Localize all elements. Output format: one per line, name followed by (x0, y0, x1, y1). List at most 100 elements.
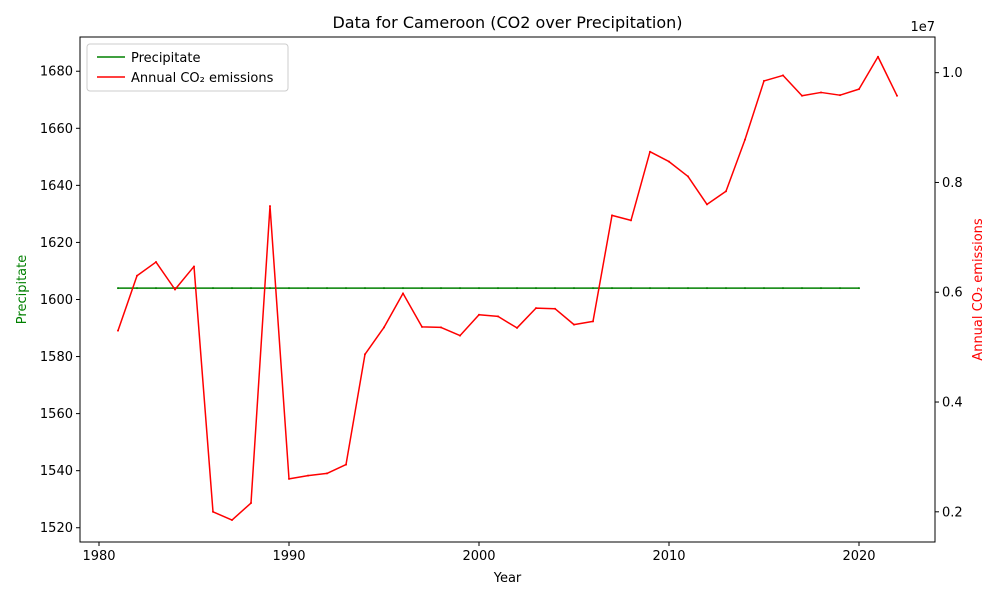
plot-frame (79, 36, 936, 543)
data-point-precipitate (478, 287, 480, 290)
data-point-precipitate (117, 287, 119, 290)
left-tick-label: 1580 (40, 350, 73, 365)
data-point-co2 (288, 477, 290, 480)
data-point-precipitate (801, 287, 803, 290)
data-point-precipitate (497, 287, 499, 290)
data-point-precipitate (649, 287, 651, 290)
data-point-precipitate (573, 287, 575, 290)
data-point-precipitate (459, 287, 461, 290)
data-point-co2 (402, 292, 404, 295)
data-point-co2 (478, 313, 480, 316)
data-point-co2 (649, 150, 651, 153)
left-tick-label: 1640 (40, 179, 73, 194)
data-point-co2 (554, 307, 556, 310)
data-point-co2 (459, 334, 461, 337)
data-point-precipitate (839, 287, 841, 290)
x-axis-title: Year (493, 571, 522, 586)
data-point-precipitate (592, 287, 594, 290)
data-point-precipitate (687, 287, 689, 290)
data-point-co2 (345, 463, 347, 466)
data-point-co2 (269, 205, 271, 208)
chart-title: Data for Cameroon (CO2 over Precipitatio… (332, 13, 682, 32)
data-point-co2 (801, 94, 803, 97)
data-point-precipitate (288, 287, 290, 290)
data-point-co2 (497, 315, 499, 318)
data-point-precipitate (193, 287, 195, 290)
data-point-co2 (231, 519, 233, 522)
data-point-co2 (877, 55, 879, 58)
data-point-precipitate (307, 287, 309, 290)
right-axis-offset-label: 1e7 (910, 20, 935, 35)
data-point-precipitate (155, 287, 157, 290)
data-point-precipitate (725, 287, 727, 290)
x-tick-label: 2000 (462, 549, 495, 564)
data-point-co2 (763, 79, 765, 82)
data-point-co2 (364, 353, 366, 356)
x-tick-label: 2010 (652, 549, 685, 564)
legend-label-co2: Annual CO₂ emissions (131, 71, 274, 86)
left-axis-title: Precipitate (15, 255, 30, 324)
series-layer (117, 55, 898, 522)
data-point-co2 (725, 190, 727, 193)
data-point-co2 (174, 288, 176, 291)
data-point-co2 (630, 219, 632, 222)
legend: Precipitate Annual CO₂ emissions (86, 43, 289, 92)
data-point-precipitate (364, 287, 366, 290)
data-point-precipitate (383, 287, 385, 290)
data-point-co2 (706, 203, 708, 206)
data-point-precipitate (421, 287, 423, 290)
series-line-co2 (117, 56, 898, 521)
x-tick-label: 1980 (82, 549, 115, 564)
data-point-co2 (516, 326, 518, 329)
left-tick-label: 1660 (40, 122, 73, 137)
data-point-co2 (839, 94, 841, 97)
data-point-precipitate (630, 287, 632, 290)
data-point-co2 (896, 94, 898, 97)
data-point-co2 (117, 329, 119, 332)
data-point-co2 (668, 160, 670, 163)
data-point-precipitate (668, 287, 670, 290)
left-tick-label: 1620 (40, 236, 73, 251)
data-point-precipitate (250, 287, 252, 290)
right-axis-ticks: 0.2 0.4 0.6 0.8 1.0 (935, 66, 963, 520)
data-point-co2 (326, 472, 328, 475)
data-point-co2 (136, 274, 138, 277)
data-point-precipitate (706, 287, 708, 290)
left-tick-label: 1520 (40, 521, 73, 536)
data-point-co2 (383, 326, 385, 329)
data-point-co2 (421, 325, 423, 328)
data-point-precipitate (782, 287, 784, 290)
data-point-co2 (858, 88, 860, 91)
data-point-precipitate (136, 287, 138, 290)
data-point-precipitate (231, 287, 233, 290)
left-tick-label: 1680 (40, 65, 73, 80)
data-point-co2 (611, 214, 613, 217)
data-point-precipitate (212, 287, 214, 290)
data-point-co2 (193, 265, 195, 268)
data-point-precipitate (611, 287, 613, 290)
data-point-co2 (155, 261, 157, 264)
data-point-precipitate (535, 287, 537, 290)
data-point-precipitate (744, 287, 746, 290)
data-point-co2 (440, 326, 442, 329)
data-point-co2 (744, 138, 746, 141)
data-point-precipitate (858, 287, 860, 290)
data-point-precipitate (345, 287, 347, 290)
data-point-precipitate (763, 287, 765, 290)
right-tick-label: 1.0 (942, 66, 963, 81)
right-tick-label: 0.8 (942, 176, 963, 191)
data-point-co2 (535, 307, 537, 310)
x-axis-ticks: 1980 1990 2000 2010 2020 (82, 542, 876, 564)
data-point-co2 (592, 320, 594, 323)
x-tick-label: 2020 (842, 549, 875, 564)
data-point-co2 (573, 323, 575, 326)
right-tick-label: 0.4 (942, 396, 963, 411)
data-point-precipitate (516, 287, 518, 290)
left-tick-label: 1600 (40, 293, 73, 308)
left-tick-label: 1540 (40, 464, 73, 479)
legend-label-precipitate: Precipitate (131, 51, 200, 66)
data-point-precipitate (402, 287, 404, 290)
data-point-co2 (687, 175, 689, 178)
x-tick-label: 1990 (272, 549, 305, 564)
